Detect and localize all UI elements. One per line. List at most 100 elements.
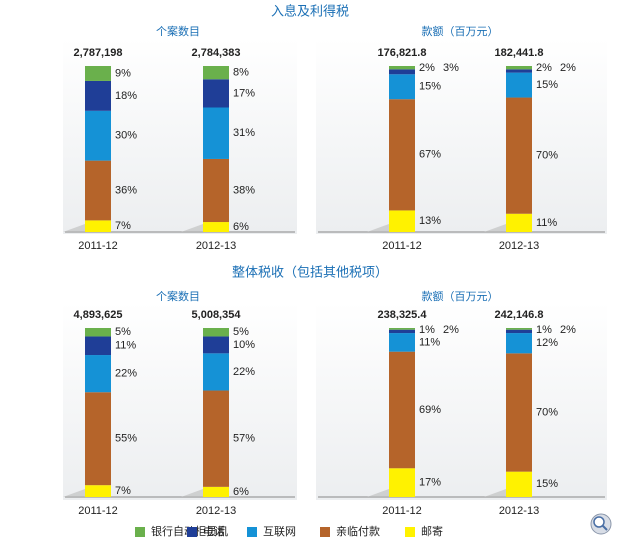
value-label: 67%: [419, 149, 441, 161]
value-label: 6%: [233, 486, 249, 498]
bar-segment: [85, 328, 111, 337]
bar-segment: [203, 79, 229, 108]
total-label: 4,893,625: [74, 309, 123, 321]
bar-segment: [506, 333, 532, 354]
x-tick-label: 2012-13: [196, 240, 236, 252]
value-label: 70%: [536, 406, 558, 418]
bar-segment: [85, 80, 111, 111]
bar-shadow: [484, 224, 506, 232]
value-label: 18%: [115, 90, 137, 102]
x-tick-label: 2011-12: [78, 505, 118, 517]
value-label: 15%: [419, 81, 441, 93]
total-label: 182,441.8: [495, 47, 544, 59]
bar-shadow: [484, 489, 506, 497]
bar-shadow: [367, 224, 389, 232]
bar-segment: [203, 486, 229, 497]
bar-segment: [389, 351, 415, 469]
bar-segment: [85, 66, 111, 81]
x-tick-label: 2011-12: [78, 240, 118, 252]
bar-shadow: [367, 489, 389, 497]
value-label: 11%: [419, 336, 440, 348]
bar-segment: [506, 72, 532, 98]
value-label: 15%: [536, 478, 558, 490]
chart-title: 个案数目: [156, 24, 200, 38]
value-label: 5%: [115, 326, 131, 338]
value-label: 5%: [233, 326, 249, 338]
value-label: 1%: [419, 324, 435, 336]
zoom-icon[interactable]: [590, 513, 612, 535]
bar-segment: [389, 74, 415, 100]
section-title: 整体税收（包括其他税项）: [232, 264, 388, 279]
bar-segment: [389, 210, 415, 232]
bar-segment: [85, 220, 111, 232]
value-label: 9%: [115, 67, 131, 79]
bar-segment: [506, 66, 532, 70]
value-label: 36%: [115, 184, 137, 196]
legend-label: 亲临付款: [336, 524, 380, 538]
chart-title: 款额（百万元）: [422, 24, 499, 38]
bar-segment: [85, 485, 111, 497]
legend-label: 互联网: [263, 525, 296, 538]
value-label: 17%: [419, 477, 441, 489]
bar-segment: [85, 110, 111, 161]
value-label: 10%: [233, 339, 255, 351]
bar-segment: [85, 160, 111, 221]
value-label: 22%: [115, 368, 137, 380]
bar-shadow: [63, 489, 85, 497]
value-label: 69%: [419, 404, 441, 416]
value-label: 11%: [536, 217, 557, 229]
bar-segment: [203, 107, 229, 159]
bar-segment: [389, 468, 415, 497]
bar-segment: [203, 222, 229, 232]
value-label: 15%: [536, 79, 558, 91]
value-label: 57%: [233, 433, 255, 445]
value-label: 2%: [560, 324, 576, 336]
value-label: 1%: [536, 324, 552, 336]
total-label: 176,821.8: [378, 47, 427, 59]
bar-segment: [506, 329, 532, 334]
bar-segment: [506, 328, 532, 330]
x-tick-label: 2011-12: [382, 505, 422, 517]
bar-shadow: [63, 224, 85, 232]
bar-segment: [506, 97, 532, 214]
total-label: 238,325.4: [378, 309, 428, 321]
value-label: 12%: [536, 337, 558, 349]
value-label: 2%: [536, 62, 552, 74]
bar-shadow: [181, 489, 203, 497]
bar-shadow: [181, 224, 203, 232]
bar-segment: [389, 333, 415, 352]
bar-segment: [203, 158, 229, 223]
panel-bg: [316, 302, 607, 500]
x-tick-label: 2012-13: [499, 240, 539, 252]
bar-segment: [506, 69, 532, 73]
value-label: 2%: [419, 62, 435, 74]
value-label: 55%: [115, 433, 137, 445]
chart-title: 款额（百万元）: [422, 289, 499, 303]
total-label: 2,787,198: [74, 47, 123, 59]
x-tick-label: 2012-13: [196, 505, 236, 517]
x-tick-label: 2012-13: [499, 505, 539, 517]
value-label: 8%: [233, 67, 249, 79]
bar-segment: [203, 353, 229, 391]
bar-segment: [85, 355, 111, 393]
value-label: 2%: [443, 324, 459, 336]
legend-label: 电话: [203, 525, 225, 538]
value-label: 31%: [233, 127, 255, 139]
chart-title: 个案数目: [156, 289, 200, 303]
legend-swatch: [187, 527, 197, 537]
value-label: 2%: [560, 62, 576, 74]
bar-segment: [203, 336, 229, 354]
bar-segment: [389, 66, 415, 70]
total-label: 2,784,383: [192, 47, 241, 59]
x-tick-label: 2011-12: [382, 240, 422, 252]
bar-segment: [203, 390, 229, 487]
bar-segment: [85, 336, 111, 356]
value-label: 6%: [233, 221, 249, 233]
bar-segment: [389, 328, 415, 330]
section-title: 入息及利得税: [271, 3, 349, 18]
value-label: 7%: [115, 220, 131, 232]
value-label: 70%: [536, 150, 558, 162]
legend-swatch: [247, 527, 257, 537]
value-label: 11%: [115, 340, 136, 352]
